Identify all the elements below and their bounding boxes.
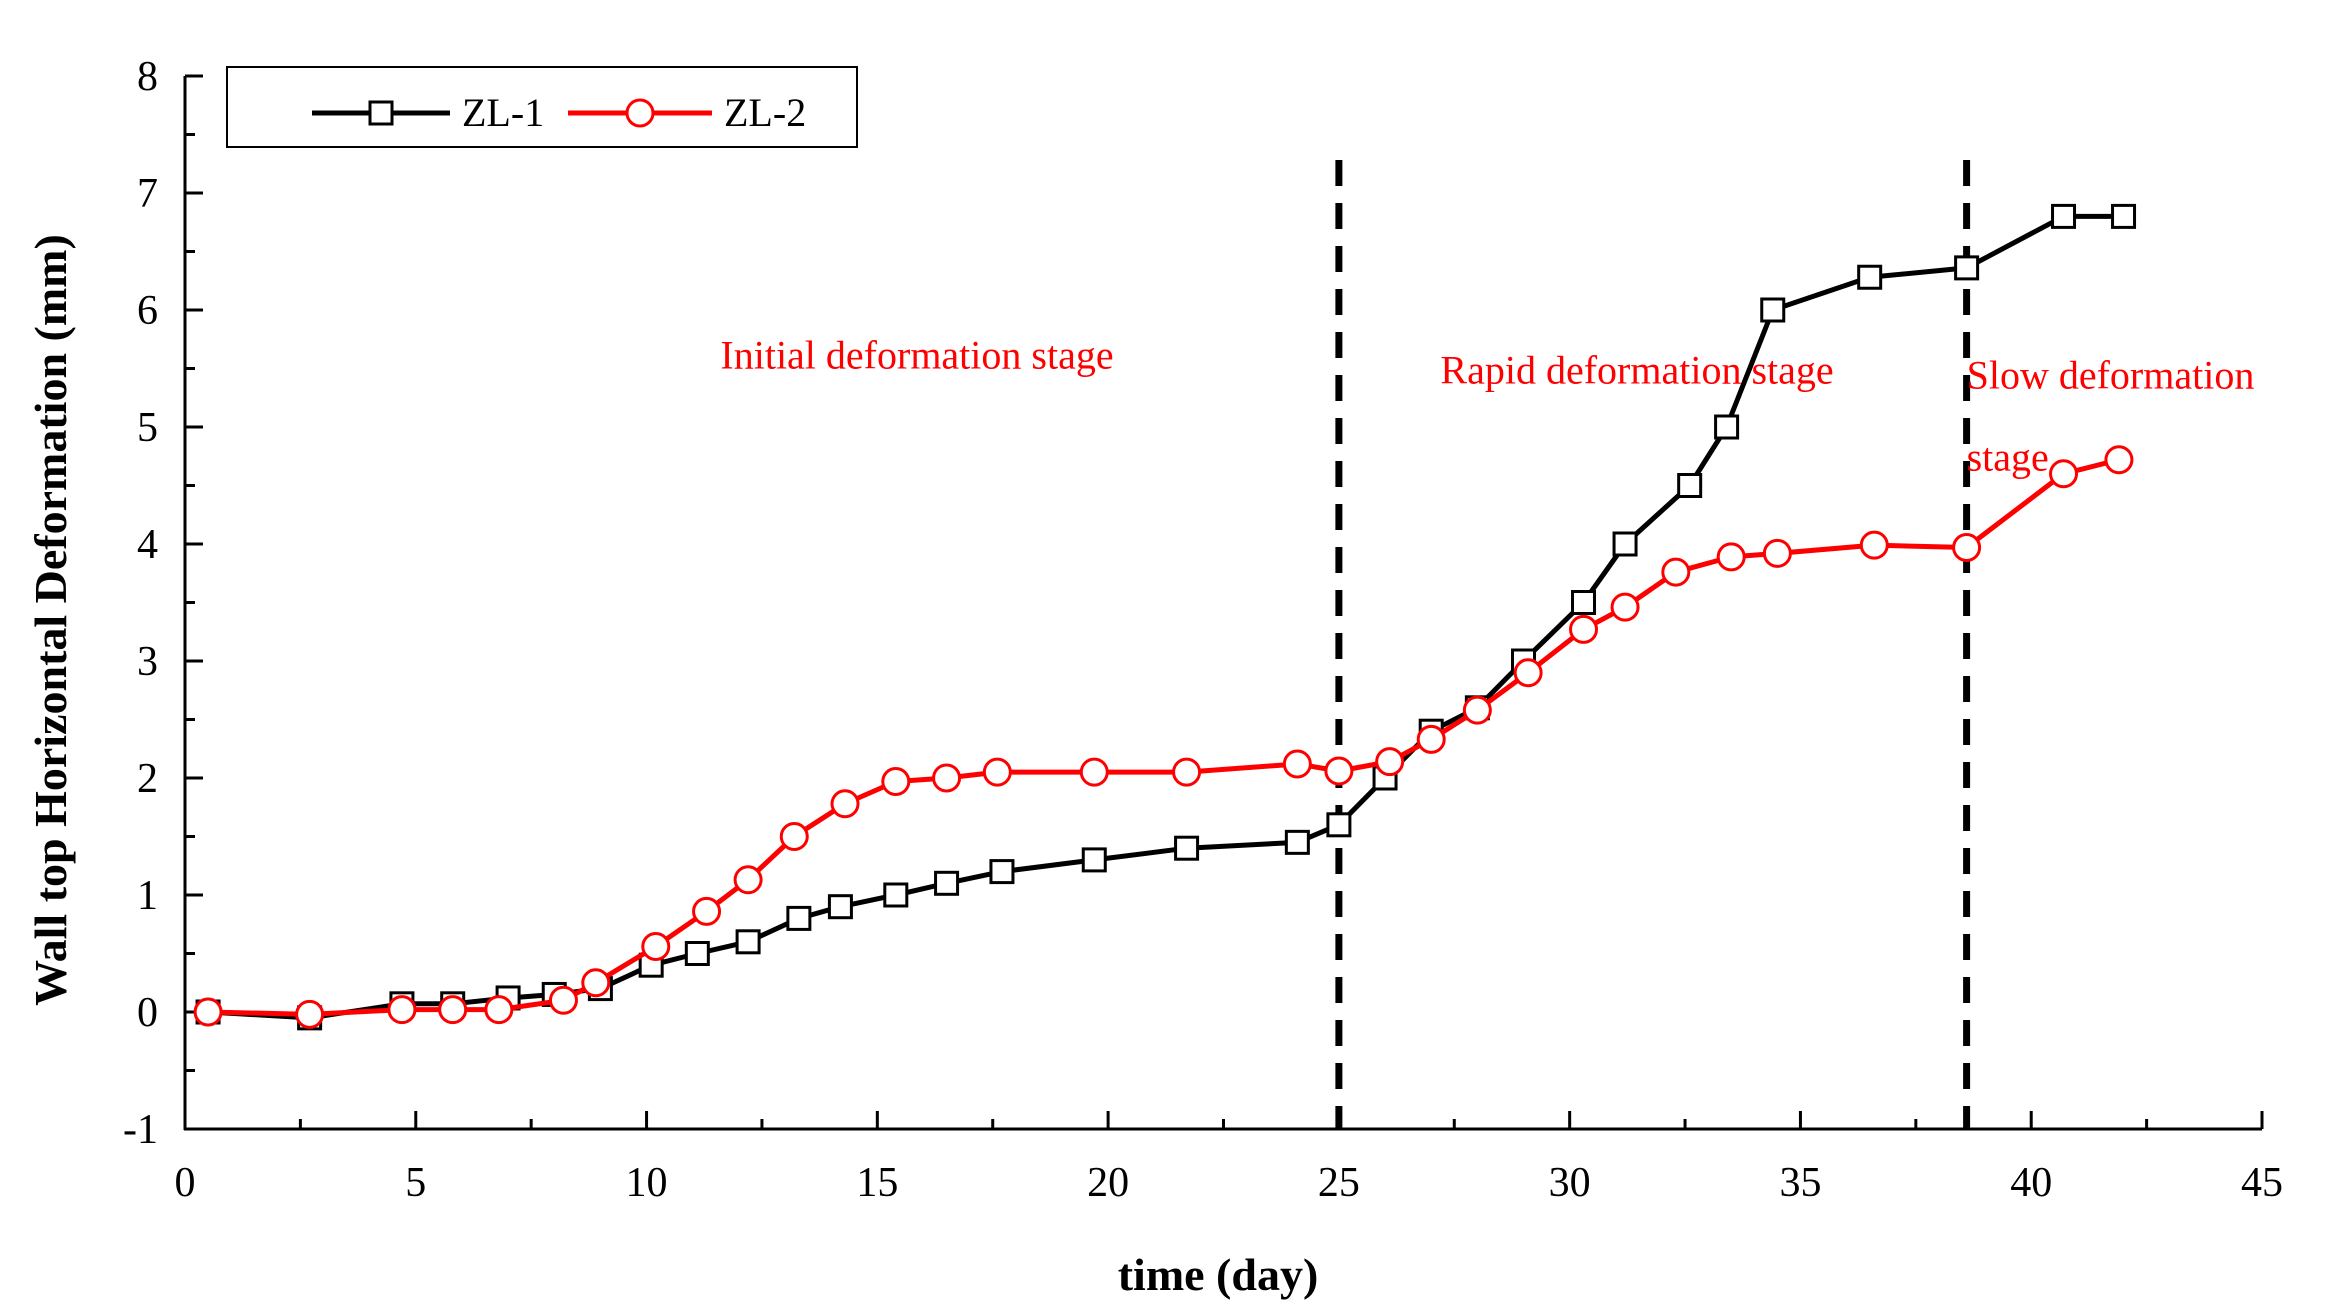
data-point	[2111, 203, 2137, 229]
y-axis-label: Wall top Horizontal Deformation (mm)	[25, 234, 76, 1006]
data-point	[641, 931, 671, 961]
legend-label: ZL-2	[724, 90, 806, 135]
y-tick-label: 5	[137, 405, 158, 451]
y-axis-ticks: -1 0 1 2 3 4 5 6 7 8	[123, 54, 203, 1153]
data-point	[827, 894, 853, 920]
annotation-line: Rapid deformation stage	[1440, 348, 1833, 393]
y-tick-label: 7	[137, 171, 158, 217]
data-point	[1762, 538, 1792, 568]
stage-dividers	[1335, 160, 1971, 1129]
data-point	[1081, 847, 1107, 873]
x-axis-ticks: 0 5 10 15 20 25 30 35 40 45	[175, 1111, 2283, 1206]
data-point	[1859, 530, 1889, 560]
data-point	[1462, 695, 1492, 725]
data-point	[295, 999, 325, 1029]
data-point	[1284, 829, 1310, 855]
legend: ZL-1 ZL-2	[226, 66, 858, 148]
data-point	[1571, 590, 1597, 615]
data-point	[1172, 757, 1202, 787]
data-point	[1282, 749, 1312, 779]
data-point	[1416, 724, 1446, 754]
data-point	[1857, 264, 1883, 290]
data-point	[387, 995, 417, 1025]
legend-item-zl-1: ZL-1	[312, 90, 544, 135]
x-tick-label: 45	[2241, 1160, 2283, 1206]
stage-annotations: Initial deformation stage Rapid deformati…	[720, 333, 2254, 480]
data-point	[1612, 531, 1638, 557]
series-zl-2	[193, 445, 2134, 1029]
x-tick-label: 25	[1318, 1160, 1360, 1206]
data-point	[989, 859, 1015, 885]
data-point	[934, 870, 960, 896]
data-point	[881, 767, 911, 797]
x-tick-label: 35	[1779, 1160, 1821, 1206]
annotation-line: stage	[1967, 434, 2049, 479]
y-tick-label: -1	[123, 1107, 158, 1153]
y-tick-label: 0	[137, 990, 158, 1036]
x-tick-label: 10	[626, 1160, 668, 1206]
annotation-line: Slow deformation	[1967, 352, 2255, 397]
data-point	[1375, 747, 1405, 777]
x-tick-label: 15	[856, 1160, 898, 1206]
x-tick-label: 40	[2010, 1160, 2052, 1206]
legend-marker	[625, 98, 655, 128]
data-point	[1079, 757, 1109, 787]
stage-annotation: Rapid deformation stage	[1440, 348, 1833, 393]
data-point	[1760, 297, 1786, 323]
data-point	[1513, 658, 1543, 688]
data-point	[1326, 812, 1352, 838]
data-point	[438, 995, 468, 1025]
y-tick-label: 2	[137, 756, 158, 802]
data-point	[484, 995, 514, 1025]
data-point	[692, 896, 722, 926]
y-tick-label: 1	[137, 873, 158, 919]
data-point	[193, 997, 223, 1027]
data-point	[548, 985, 578, 1015]
data-point	[932, 763, 962, 793]
data-point	[1569, 614, 1599, 644]
y-tick-label: 8	[137, 54, 158, 100]
legend-marker	[368, 100, 394, 126]
data-point	[1714, 414, 1740, 440]
y-tick-label: 4	[137, 522, 158, 568]
data-point	[1952, 533, 1982, 563]
data-point	[1174, 835, 1200, 861]
x-tick-label: 30	[1549, 1160, 1591, 1206]
data-point	[2049, 459, 2079, 489]
data-point	[735, 929, 761, 955]
data-point	[830, 789, 860, 819]
legend-box	[226, 66, 858, 148]
data-point	[2051, 203, 2077, 229]
y-tick-label: 3	[137, 639, 158, 685]
x-tick-label: 5	[405, 1160, 426, 1206]
y-tick-label: 6	[137, 288, 158, 334]
legend-item-zl-2: ZL-2	[568, 90, 806, 135]
data-point	[1716, 542, 1746, 572]
x-tick-label: 0	[175, 1160, 196, 1206]
data-point	[1677, 473, 1703, 498]
data-point	[1661, 557, 1691, 587]
data-point	[883, 882, 909, 908]
data-series	[193, 203, 2137, 1031]
data-point	[1610, 592, 1640, 622]
data-point	[733, 865, 763, 895]
data-point	[982, 757, 1012, 787]
x-axis-label: time (day)	[1118, 1249, 1319, 1300]
data-point	[684, 941, 710, 966]
stage-annotation: Slow deformation stage	[1967, 352, 2255, 479]
legend-label: ZL-1	[462, 90, 544, 135]
data-point	[1954, 255, 1980, 281]
annotation-line: Initial deformation stage	[720, 333, 1113, 378]
data-point	[1324, 756, 1354, 786]
data-point	[2104, 445, 2134, 475]
data-point	[779, 822, 809, 851]
x-tick-label: 20	[1087, 1160, 1129, 1206]
data-point	[581, 968, 611, 998]
data-point	[786, 905, 812, 931]
stage-annotation: Initial deformation stage	[720, 333, 1113, 378]
